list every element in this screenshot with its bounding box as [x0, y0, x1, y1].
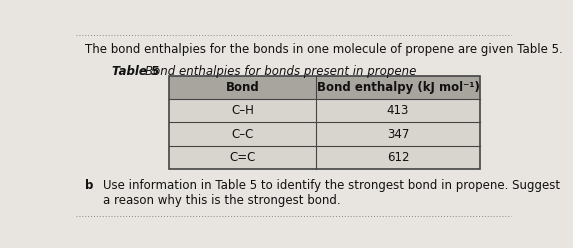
Text: 612: 612 — [387, 151, 409, 164]
Text: C=C: C=C — [229, 151, 256, 164]
Text: 347: 347 — [387, 127, 409, 141]
Text: 413: 413 — [387, 104, 409, 117]
Bar — [170, 122, 480, 146]
Text: Use information in Table 5 to identify the strongest bond in propene. Suggest
a : Use information in Table 5 to identify t… — [103, 179, 560, 207]
Text: The bond enthalpies for the bonds in one molecule of propene are given Table 5.: The bond enthalpies for the bonds in one… — [85, 43, 563, 56]
Text: Table 5: Table 5 — [112, 65, 163, 78]
Text: Bond: Bond — [226, 81, 260, 94]
Text: b: b — [85, 179, 93, 192]
Bar — [170, 146, 480, 169]
Bar — [170, 76, 480, 99]
Text: Bond enthalpies for bonds present in propene: Bond enthalpies for bonds present in pro… — [145, 65, 416, 78]
Text: C–C: C–C — [231, 127, 254, 141]
Text: Bond enthalpy (kJ mol⁻¹): Bond enthalpy (kJ mol⁻¹) — [317, 81, 480, 94]
Bar — [170, 76, 480, 169]
Text: C–H: C–H — [231, 104, 254, 117]
Bar — [170, 99, 480, 122]
